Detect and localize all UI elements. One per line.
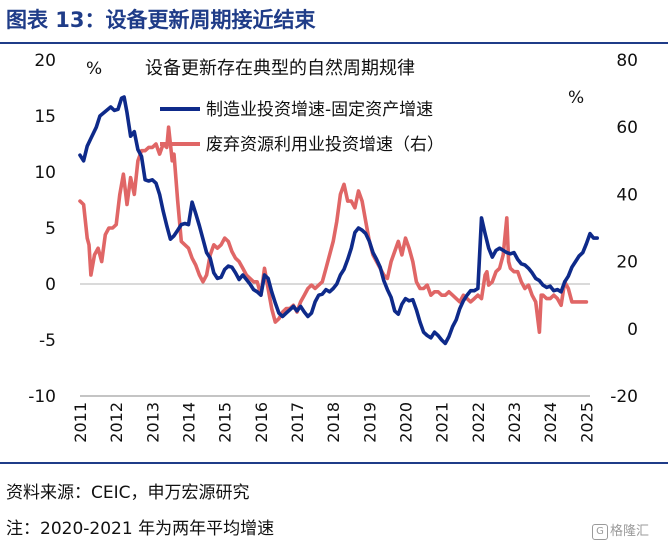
x-tick-label: 2024 xyxy=(541,402,560,443)
chart-title: 设备更新存在典型的自然周期规律 xyxy=(145,58,415,79)
left-tick-label: -10 xyxy=(28,387,56,407)
bottom-rule xyxy=(0,462,668,464)
source-note: 资料来源：CEIC，申万宏源研究 xyxy=(6,483,250,503)
right-unit-label: % xyxy=(568,88,584,108)
x-tick-label: 2019 xyxy=(360,402,379,443)
series-line-waste-recycling xyxy=(78,125,589,334)
watermark-logo-icon: G xyxy=(592,523,608,540)
x-axis-tick-labels: 2011 2012 2013 2014 2015 2016 2017 2018 2019 2020… xyxy=(71,402,596,443)
footnote: 注：2020-2021 年为两年平均增速 xyxy=(6,519,275,539)
legend-label-waste-recycling: 废弃资源利用业投资增速（右） xyxy=(206,135,444,155)
x-tick-label: 2025 xyxy=(577,402,596,443)
right-tick-label: 0 xyxy=(627,320,638,340)
x-tick-label: 2020 xyxy=(397,402,416,443)
right-tick-label: 60 xyxy=(616,118,638,138)
x-tick-label: 2012 xyxy=(107,402,126,443)
series-lines xyxy=(78,95,599,346)
left-tick-label: 15 xyxy=(34,107,56,127)
x-tick-label: 2011 xyxy=(71,402,90,443)
watermark-text: 格隆汇 xyxy=(610,524,650,539)
right-tick-label: 40 xyxy=(616,185,638,205)
x-tick-label: 2021 xyxy=(433,402,452,443)
left-axis-tick-labels: -10 -5 0 5 10 15 20 xyxy=(28,51,56,407)
left-tick-label: 10 xyxy=(34,163,56,183)
right-tick-label: 80 xyxy=(616,51,638,71)
page-title: 图表 13：设备更新周期接近结束 xyxy=(6,8,316,32)
title-rule xyxy=(0,42,668,44)
left-tick-label: 0 xyxy=(45,275,56,295)
right-tick-label: -20 xyxy=(610,387,638,407)
x-tick-label: 2023 xyxy=(505,402,524,443)
left-tick-label: 5 xyxy=(45,219,56,239)
right-axis-tick-labels: -20 0 20 40 60 80 xyxy=(610,51,638,407)
series-line-manufacturing xyxy=(78,95,599,346)
x-tick-label: 2015 xyxy=(216,402,235,443)
legend: 制造业投资增速-固定资产增速 废弃资源利用业投资增速（右） xyxy=(160,100,444,155)
x-tick-label: 2022 xyxy=(469,402,488,443)
left-unit-label: % xyxy=(86,59,102,79)
left-tick-label: 20 xyxy=(34,51,56,71)
watermark: G 格隆汇 xyxy=(592,520,649,540)
x-tick-label: 2013 xyxy=(143,402,162,443)
x-tick-label: 2014 xyxy=(180,402,199,443)
right-tick-label: 20 xyxy=(616,253,638,273)
x-tick-label: 2018 xyxy=(324,402,343,443)
legend-label-manufacturing: 制造业投资增速-固定资产增速 xyxy=(206,100,433,120)
left-tick-label: -5 xyxy=(39,331,56,351)
x-tick-label: 2017 xyxy=(288,402,307,443)
x-tick-label: 2016 xyxy=(252,402,271,443)
